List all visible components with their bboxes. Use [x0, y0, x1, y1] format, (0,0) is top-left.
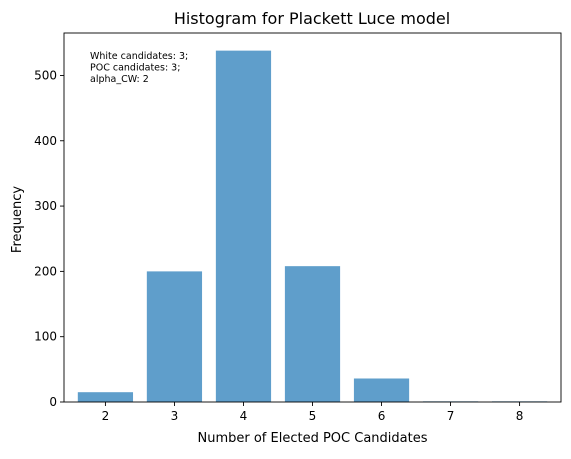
bar-5	[284, 266, 341, 402]
y-axis-label: Frequency	[10, 186, 25, 253]
x-tick-label: 2	[102, 409, 110, 423]
bar-3	[146, 271, 203, 402]
x-tick-label: 5	[309, 409, 317, 423]
x-tick-label: 7	[447, 409, 455, 423]
annotation-line: POC candidates: 3;	[90, 63, 180, 74]
x-tick-label: 6	[378, 409, 386, 423]
bar-2	[77, 392, 134, 402]
annotation-line: White candidates: 3;	[90, 51, 188, 62]
chart-title: Histogram for Plackett Luce model	[174, 9, 450, 28]
x-tick-label: 4	[240, 409, 248, 423]
annotation-line: alpha_CW: 2	[90, 74, 149, 85]
y-tick-label: 0	[49, 395, 57, 409]
y-tick-label: 100	[34, 330, 57, 344]
y-tick-label: 200	[34, 264, 57, 278]
axes: 2 3 4 5 6 7 8 0 100 200 300 400 500	[34, 32, 562, 423]
x-axis-label: Number of Elected POC Candidates	[198, 431, 428, 446]
y-tick-label: 300	[34, 199, 57, 213]
bar-4	[215, 50, 272, 402]
annotation-box: White candidates: 3;POC candidates: 3;al…	[90, 51, 188, 85]
bars-layer	[77, 50, 548, 402]
x-tick-label: 3	[171, 409, 179, 423]
y-tick-label: 400	[34, 134, 57, 148]
x-tick-label: 8	[516, 409, 524, 423]
y-tick-label: 500	[34, 68, 57, 82]
bar-6	[353, 378, 410, 402]
